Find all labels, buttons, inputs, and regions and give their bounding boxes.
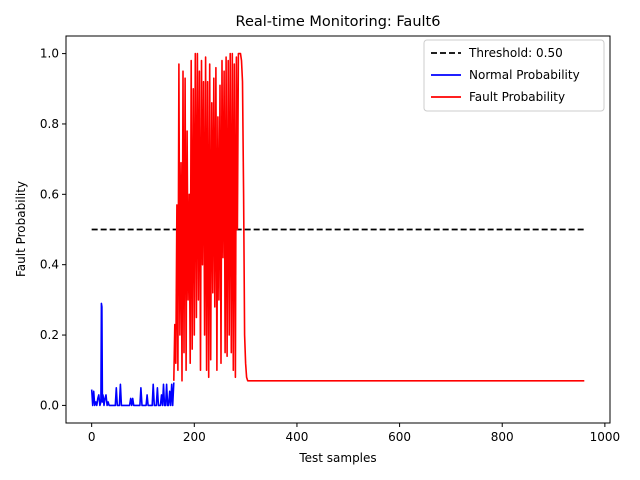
y-axis: 0.0 0.2 0.4 0.6 0.8 1.0 xyxy=(40,47,66,412)
legend-fault-label: Fault Probability xyxy=(469,90,565,104)
x-tick-label: 0 xyxy=(88,430,96,444)
x-tick-label: 200 xyxy=(183,430,206,444)
x-axis-label: Test samples xyxy=(298,451,376,465)
fault-probability-line xyxy=(173,52,585,382)
y-tick-label: 0.6 xyxy=(40,187,59,201)
y-tick-label: 0.2 xyxy=(40,328,59,342)
y-tick-label: 0.0 xyxy=(40,398,59,412)
legend-normal-label: Normal Probability xyxy=(469,68,580,82)
y-tick-label: 0.4 xyxy=(40,258,59,272)
x-tick-label: 400 xyxy=(285,430,308,444)
legend: Threshold: 0.50 Normal Probability Fault… xyxy=(423,39,605,112)
y-tick-label: 0.8 xyxy=(40,117,59,131)
legend-frame xyxy=(423,39,605,112)
plot-area xyxy=(65,35,611,424)
normal-probability-line xyxy=(90,302,175,407)
legend-threshold-label: Threshold: 0.50 xyxy=(468,46,563,60)
y-tick-label: 1.0 xyxy=(40,47,59,61)
chart-title: Real-time Monitoring: Fault6 xyxy=(236,14,441,30)
x-axis: 0 200 400 600 800 1000 xyxy=(88,423,620,444)
x-tick-label: 600 xyxy=(388,430,411,444)
series-layer xyxy=(90,52,585,407)
x-tick-label: 1000 xyxy=(590,430,621,444)
x-tick-label: 800 xyxy=(491,430,514,444)
y-axis-label: Fault Probability xyxy=(14,181,28,277)
plot-frame xyxy=(65,35,611,424)
